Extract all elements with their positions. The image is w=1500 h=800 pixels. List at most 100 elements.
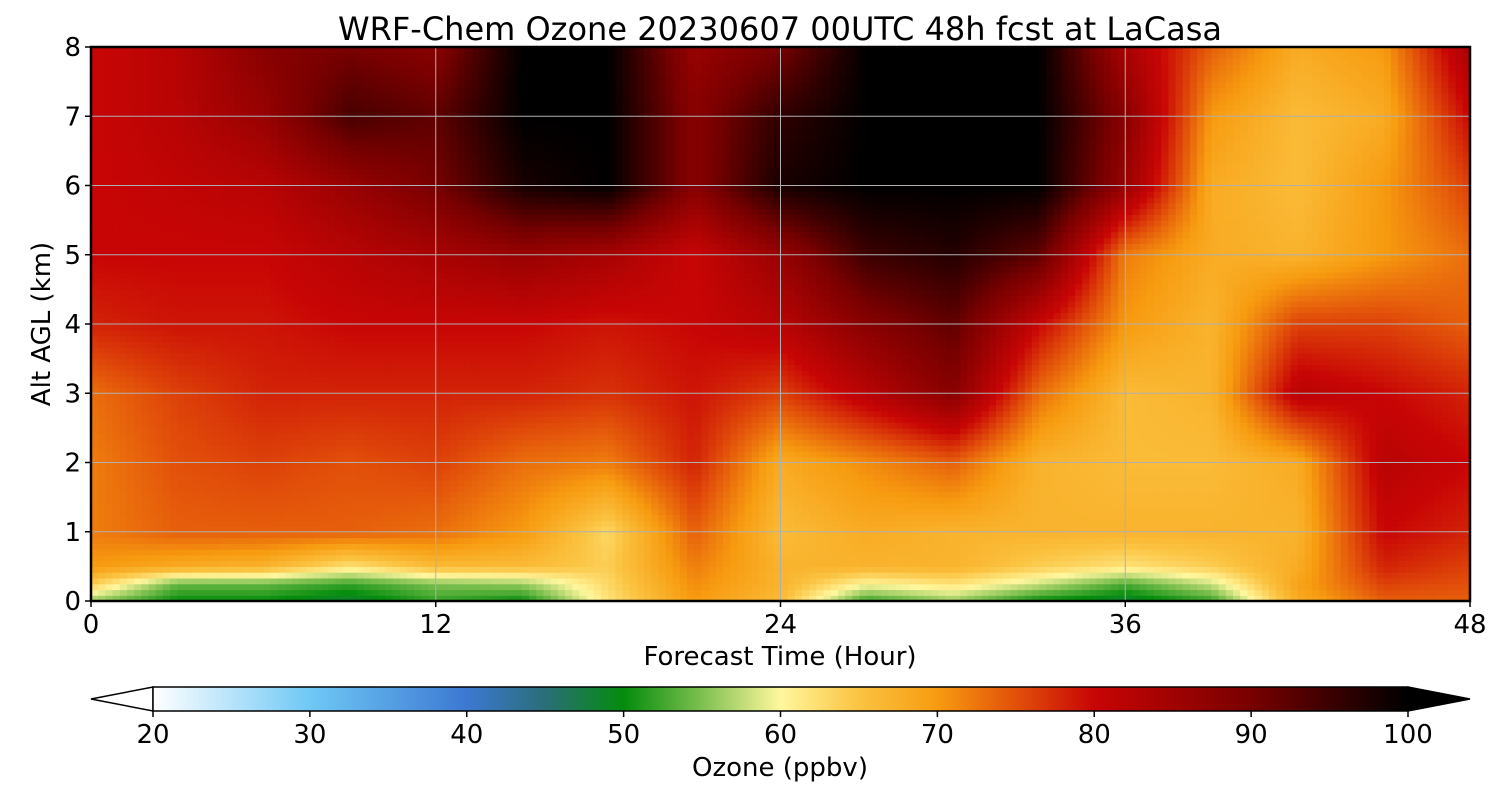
heatmap-cell (687, 502, 695, 510)
heatmap-cell (407, 468, 415, 475)
heatmap-cell (945, 543, 954, 550)
heatmap-cell (1132, 525, 1141, 533)
heatmap-cell (105, 531, 114, 539)
heatmap-cell (938, 497, 947, 504)
heatmap-cell (1175, 508, 1184, 516)
heatmap-cell (744, 589, 753, 596)
heatmap-cell (155, 589, 164, 596)
heatmap-cell (493, 554, 501, 562)
heatmap-cell (931, 583, 940, 591)
heatmap-cell (572, 537, 580, 544)
heatmap-cell (392, 456, 401, 464)
heatmap-cell (442, 514, 451, 521)
heatmap-cell (694, 577, 703, 585)
heatmap-cell (938, 583, 947, 591)
heatmap-cell (378, 554, 387, 562)
heatmap-cell (945, 531, 954, 539)
heatmap-cell (1355, 520, 1363, 527)
heatmap-cell (91, 474, 99, 481)
heatmap-cell (493, 479, 501, 487)
heatmap-cell (392, 560, 401, 567)
heatmap-cell (694, 456, 703, 464)
heatmap-cell (198, 560, 207, 567)
heatmap-cell (450, 560, 458, 567)
heatmap-cell (1232, 491, 1241, 498)
heatmap-cell (277, 589, 286, 596)
heatmap-cell (134, 549, 142, 556)
heatmap-cell (916, 497, 925, 504)
heatmap-cell (105, 491, 114, 498)
heatmap-cell (1060, 485, 1069, 492)
heatmap-cell (277, 560, 286, 567)
heatmap-cell (277, 566, 286, 573)
heatmap-cell (442, 502, 451, 510)
heatmap-cell (263, 497, 272, 504)
heatmap-cell (435, 560, 444, 567)
heatmap-cell (845, 525, 853, 533)
heatmap-cell (500, 577, 509, 585)
heatmap-cell (162, 549, 171, 556)
heatmap-cell (1369, 595, 1378, 601)
heatmap-cell (421, 549, 430, 556)
heatmap-cell (600, 554, 609, 562)
heatmap-cell (277, 583, 286, 591)
heatmap-cell (608, 583, 616, 591)
heatmap-cell (284, 537, 293, 544)
heatmap-cell (198, 537, 207, 544)
heatmap-cell (766, 520, 774, 527)
heatmap-cell (1290, 456, 1299, 464)
heatmap-cell (744, 531, 753, 539)
heatmap-cell (787, 462, 796, 469)
heatmap-cell (112, 595, 121, 601)
heatmap-cell (1031, 572, 1040, 579)
heatmap-cell (888, 537, 897, 544)
heatmap-cell (873, 577, 882, 585)
heatmap-cell (1225, 450, 1234, 458)
heatmap-cell (1010, 520, 1019, 527)
heatmap-cell (945, 525, 954, 533)
heatmap-cell (1304, 525, 1313, 533)
heatmap-cell (1369, 525, 1378, 533)
heatmap-cell (1082, 456, 1090, 464)
heatmap-cell (644, 450, 652, 458)
heatmap-cell (385, 462, 394, 469)
heatmap-cell (299, 525, 308, 533)
heatmap-cell (593, 502, 602, 510)
heatmap-cell (859, 485, 868, 492)
heatmap-cell (629, 491, 638, 498)
heatmap-cell (1441, 479, 1450, 487)
heatmap-cell (1232, 514, 1241, 521)
heatmap-cell (694, 468, 703, 475)
heatmap-cell (1426, 462, 1435, 469)
heatmap-cell (881, 479, 889, 487)
heatmap-cell (766, 572, 774, 579)
heatmap-cell (1455, 502, 1464, 510)
heatmap-cell (1110, 485, 1119, 492)
heatmap-cell (550, 479, 559, 487)
heatmap-cell (1319, 566, 1327, 573)
heatmap-cell (1426, 543, 1435, 550)
heatmap-cell (457, 514, 466, 521)
heatmap-cell (737, 537, 746, 544)
heatmap-cell (378, 589, 387, 596)
heatmap-cell (809, 502, 818, 510)
heatmap-cell (442, 583, 451, 591)
heatmap-cell (1398, 474, 1406, 481)
heatmap-cell (1182, 589, 1191, 596)
heatmap-cell (909, 583, 918, 591)
heatmap-cell (378, 531, 387, 539)
heatmap-cell (1412, 502, 1421, 510)
heatmap-cell (536, 572, 545, 579)
heatmap-cell (306, 497, 315, 504)
heatmap-cell (227, 462, 236, 469)
heatmap-cell (450, 502, 458, 510)
heatmap-cell (981, 537, 990, 544)
heatmap-cell (945, 595, 954, 601)
heatmap-cell (1448, 537, 1457, 544)
heatmap-cell (507, 577, 516, 585)
heatmap-cell (565, 595, 573, 601)
heatmap-cell (1204, 554, 1213, 562)
heatmap-cell (356, 474, 365, 481)
heatmap-cell (974, 462, 983, 469)
heatmap-cell (543, 456, 552, 464)
